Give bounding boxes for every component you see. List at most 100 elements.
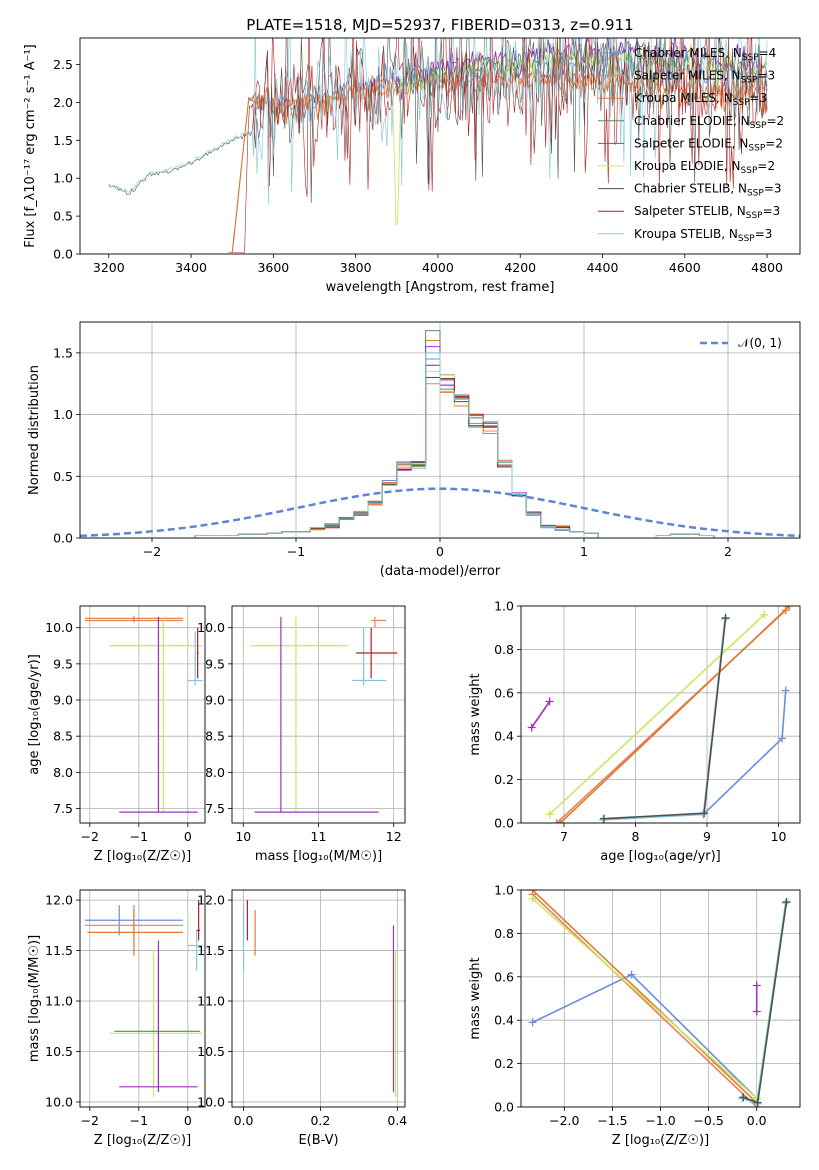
axes-frame [79,889,206,1108]
y-tick-label: 2.0 [53,95,73,110]
data-point-marker [627,970,636,979]
axes-frame [79,37,801,255]
data-point-marker [556,819,565,823]
x-tick-label: −1 [287,544,305,559]
x-tick-label: 3600 [257,260,289,275]
plot-area [242,900,396,1097]
x-tick-label: 0.4 [387,1113,407,1128]
panel-mass_vs_Z: −2 −1 0 10.0 10.5 11.0 11.5 12.0 Z [log₁₀(Z/Z☉)]… [27,889,206,1148]
legend-entry: Salpeter ELODIE, NSSP=2 [634,136,783,153]
panel-age_vs_mass: 10 11 12 7.5 8.0 8.5 9.0 9.5 10.0 mass [log₁₀(M/M… [197,605,406,864]
x-tick-label: −1 [130,1113,148,1128]
y-tick-label: 11.0 [45,994,73,1009]
weight-series-line [531,898,758,1099]
x-tick-label: 0 [184,1113,192,1128]
x-tick-label: 9 [703,829,711,844]
y-tick-label: 10.0 [197,1094,225,1109]
data-point-marker [599,814,608,823]
y-tick-label: 0.0 [53,247,73,262]
y-axis-label: mass [log₁₀(M/M☉)] [27,935,42,1062]
spectrum-series-line [228,38,767,253]
panel-weight_vs_Z: −2.0 −1.5 −1.0 −0.5 0.0 0.0 0.2 0.4 0.6 0.8 1.0 Z [… [468,883,801,1148]
axes-frame [79,321,801,539]
y-axis-label: mass weight [468,957,483,1039]
weight-series-line [742,901,788,1104]
panel-age_vs_Z: −2 −1 0 7.5 8.0 8.5 9.0 9.5 10.0 Z [log₁₀(Z/Z☉)] a… [27,605,206,864]
x-tick-label: −1 [130,829,148,844]
y-tick-label: 12.0 [45,893,73,908]
y-tick-label: 1.0 [53,171,73,186]
data-point-marker [781,686,790,695]
y-tick-label: 9.5 [205,656,225,671]
x-tick-label: 4400 [587,260,619,275]
x-axis-label: age [log₁₀(age/yr)] [600,849,721,864]
axes-frame [520,889,801,1108]
y-tick-label: 1.5 [53,345,73,360]
plot-area [528,890,791,1107]
data-point-marker [545,697,554,706]
plot-area [80,330,800,538]
plot-area [527,606,794,823]
y-tick-label: 0.8 [494,926,514,941]
y-axis-label: mass weight [468,673,483,755]
axes-frame [520,605,801,824]
y-tick-label: 10.5 [197,1044,225,1059]
data-point-marker [545,810,554,819]
x-tick-label: 8 [631,829,639,844]
x-tick-label: 7 [560,829,568,844]
data-point-marker [782,897,791,906]
y-tick-label: 0.4 [494,729,514,744]
plot-area [108,38,768,253]
data-point-marker [752,1099,761,1107]
weight-series-line [531,701,551,728]
legend-entry: Salpeter MILES, NSSP=3 [634,69,775,86]
y-tick-label: 10.0 [45,1094,73,1109]
x-tick-label: −2 [81,829,99,844]
y-axis-label: age [log₁₀(age/yr)] [27,654,42,775]
x-axis-label: Z [log₁₀(Z/Z☉)] [94,1133,191,1148]
normal-curve-line [80,487,800,538]
weight-series-line [559,606,790,823]
y-tick-label: 0.5 [53,209,73,224]
y-tick-label: 9.0 [53,693,73,708]
x-axis-label: Z [log₁₀(Z/Z☉)] [612,1133,709,1148]
y-tick-label: 11.5 [45,943,73,958]
y-tick-label: 1.5 [53,133,73,148]
chart-title: PLATE=1518, MJD=52937, FIBERID=0313, z=0… [246,16,633,34]
x-tick-label: 11 [311,829,327,844]
x-tick-label: −2 [143,544,161,559]
y-tick-label: 0.2 [494,1056,514,1071]
legend-entry: Salpeter STELIB, NSSP=3 [634,204,780,221]
x-tick-label: 0.2 [310,1113,330,1128]
y-tick-label: 7.5 [205,801,225,816]
x-tick-label: 0.0 [234,1113,254,1128]
data-point-marker [527,723,536,732]
y-tick-label: 0.0 [494,816,514,831]
weight-series-line [531,890,758,1104]
x-tick-label: 3400 [175,260,207,275]
legend-entry: Chabrier MILES, NSSP=4 [634,46,776,63]
data-point-marker [700,809,709,818]
legend-entry: Kroupa MILES, NSSP=3 [634,91,767,108]
x-axis-label: (data-model)/error [380,564,501,579]
y-tick-label: 0.4 [494,1013,514,1028]
data-point-marker [753,1098,762,1107]
data-point-marker [739,1093,748,1102]
y-tick-label: 8.0 [205,765,225,780]
legend-entry: Chabrier ELODIE, NSSP=2 [634,114,784,131]
x-tick-label: 3200 [93,260,125,275]
x-tick-label: 0 [184,829,192,844]
x-tick-label: 0.0 [747,1113,767,1128]
legend-entry: Chabrier STELIB, NSSP=3 [634,182,782,199]
x-tick-label: 10 [235,829,251,844]
x-axis-label: E(B-V) [298,1133,338,1148]
axes-frame [231,889,406,1108]
weight-series-line [531,893,758,1107]
x-axis-label: Z [log₁₀(Z/Z☉)] [94,849,191,864]
y-axis-label: Normed distribution [27,365,42,495]
data-point-marker [552,819,561,823]
axes-frame [231,605,406,824]
data-point-marker [599,815,608,823]
y-tick-label: 10.5 [45,1044,73,1059]
legend-entry: Kroupa STELIB, NSSP=3 [634,227,772,244]
